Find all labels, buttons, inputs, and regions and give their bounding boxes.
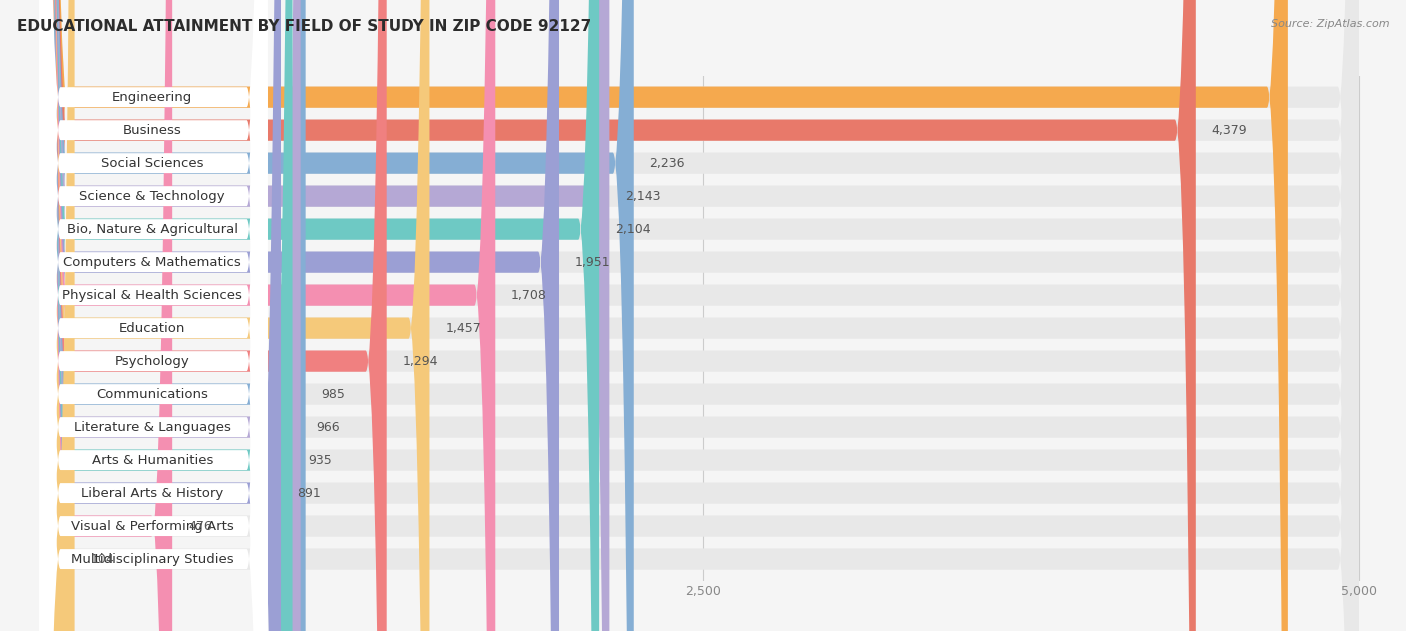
FancyBboxPatch shape [48,0,1358,631]
FancyBboxPatch shape [39,0,267,631]
FancyBboxPatch shape [48,0,1358,631]
FancyBboxPatch shape [39,0,267,631]
Text: Source: ZipAtlas.com: Source: ZipAtlas.com [1271,19,1389,29]
FancyBboxPatch shape [48,0,387,631]
FancyBboxPatch shape [48,0,305,631]
Text: 891: 891 [297,487,321,500]
Text: 985: 985 [322,387,346,401]
FancyBboxPatch shape [39,0,267,631]
Text: Bio, Nature & Agricultural: Bio, Nature & Agricultural [66,223,238,235]
Text: 4,379: 4,379 [1212,124,1247,137]
FancyBboxPatch shape [48,0,599,631]
FancyBboxPatch shape [48,0,1358,631]
Text: 2,236: 2,236 [650,156,685,170]
FancyBboxPatch shape [48,0,1358,631]
FancyBboxPatch shape [48,0,292,631]
Text: 1,951: 1,951 [575,256,610,269]
Text: EDUCATIONAL ATTAINMENT BY FIELD OF STUDY IN ZIP CODE 92127: EDUCATIONAL ATTAINMENT BY FIELD OF STUDY… [17,19,591,34]
FancyBboxPatch shape [48,0,634,631]
FancyBboxPatch shape [39,0,267,631]
Text: 1,294: 1,294 [402,355,437,368]
FancyBboxPatch shape [48,0,1288,631]
FancyBboxPatch shape [48,0,75,631]
FancyBboxPatch shape [48,0,1197,631]
FancyBboxPatch shape [39,0,267,631]
FancyBboxPatch shape [48,0,281,631]
FancyBboxPatch shape [48,0,1358,631]
FancyBboxPatch shape [48,0,609,631]
FancyBboxPatch shape [48,0,1358,631]
Text: Computers & Mathematics: Computers & Mathematics [63,256,240,269]
Text: 2,104: 2,104 [614,223,651,235]
FancyBboxPatch shape [48,0,1358,631]
Text: Education: Education [120,322,186,334]
Text: Business: Business [122,124,181,137]
Text: 935: 935 [308,454,332,466]
Text: Literature & Languages: Literature & Languages [73,421,231,433]
Text: Science & Technology: Science & Technology [79,190,225,203]
FancyBboxPatch shape [39,0,267,631]
FancyBboxPatch shape [39,0,267,631]
Text: Psychology: Psychology [115,355,190,368]
FancyBboxPatch shape [48,0,301,631]
Text: Arts & Humanities: Arts & Humanities [91,454,212,466]
Text: 476: 476 [188,519,212,533]
FancyBboxPatch shape [39,0,267,631]
FancyBboxPatch shape [48,0,495,631]
FancyBboxPatch shape [39,0,267,631]
FancyBboxPatch shape [39,0,267,631]
Text: 1,457: 1,457 [446,322,481,334]
Text: Visual & Performing Arts: Visual & Performing Arts [70,519,233,533]
FancyBboxPatch shape [39,0,267,631]
Text: Social Sciences: Social Sciences [101,156,204,170]
FancyBboxPatch shape [48,0,1358,631]
FancyBboxPatch shape [48,0,1358,631]
Text: 2,143: 2,143 [626,190,661,203]
FancyBboxPatch shape [48,0,560,631]
FancyBboxPatch shape [48,0,429,631]
Text: Engineering: Engineering [112,91,193,103]
FancyBboxPatch shape [48,0,1358,631]
Text: 104: 104 [90,553,114,565]
Text: Liberal Arts & History: Liberal Arts & History [82,487,224,500]
FancyBboxPatch shape [48,0,172,631]
Text: 966: 966 [316,421,340,433]
Text: Communications: Communications [96,387,208,401]
Text: Multidisciplinary Studies: Multidisciplinary Studies [70,553,233,565]
FancyBboxPatch shape [48,0,1358,631]
FancyBboxPatch shape [39,0,267,631]
FancyBboxPatch shape [48,0,1358,631]
Text: 1,708: 1,708 [510,288,547,302]
FancyBboxPatch shape [48,0,1358,631]
FancyBboxPatch shape [48,0,1358,631]
Text: Physical & Health Sciences: Physical & Health Sciences [62,288,242,302]
FancyBboxPatch shape [39,0,267,631]
FancyBboxPatch shape [48,0,1358,631]
FancyBboxPatch shape [39,0,267,631]
FancyBboxPatch shape [39,0,267,631]
